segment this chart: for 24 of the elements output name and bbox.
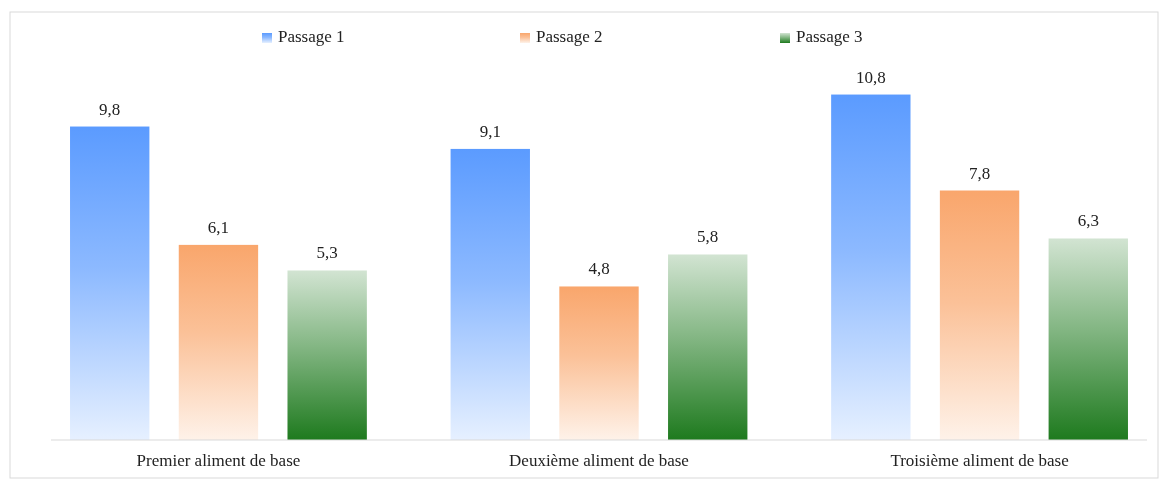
data-label: 6,1 [207, 217, 230, 237]
data-label: 9,8 [99, 99, 121, 119]
data-label: 4,8 [588, 259, 610, 279]
bar [668, 254, 748, 440]
x-tick-label: Troisième aliment de base [890, 451, 1069, 470]
data-label: 5,3 [316, 243, 338, 263]
bar [70, 126, 150, 440]
data-label: 6,3 [1077, 211, 1099, 231]
bar [450, 148, 530, 440]
legend-label: Passage 2 [536, 27, 603, 46]
bar [939, 190, 1020, 440]
bar [831, 94, 911, 440]
legend-label: Passage 3 [796, 27, 863, 46]
x-tick-label: Deuxième aliment de base [509, 451, 689, 470]
x-tick-label: Premier aliment de base [136, 451, 301, 470]
data-label: 10,8 [855, 67, 886, 87]
bar [287, 270, 367, 440]
bar [178, 244, 259, 440]
bar [559, 286, 639, 440]
legend-label: Passage 1 [278, 27, 345, 46]
data-label: 7,8 [968, 163, 991, 183]
bar [1048, 238, 1128, 440]
data-label: 5,8 [697, 227, 719, 247]
data-label: 9,1 [479, 121, 501, 141]
